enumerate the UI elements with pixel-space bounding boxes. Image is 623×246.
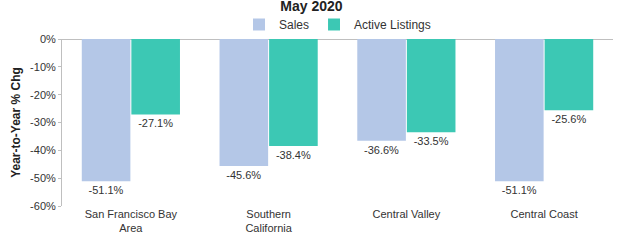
svg-text:-50%: -50% [30,172,56,184]
svg-text:-33.5%: -33.5% [414,135,449,147]
svg-text:Year-to-Year % Chg: Year-to-Year % Chg [9,67,23,178]
svg-text:0%: 0% [40,33,56,45]
svg-text:-25.6%: -25.6% [551,113,586,125]
svg-text:May 2020: May 2020 [280,0,342,14]
svg-text:San Francisco BayArea: San Francisco BayArea [85,208,178,234]
svg-text:-51.1%: -51.1% [89,184,124,196]
svg-text:-45.6%: -45.6% [226,169,261,181]
svg-text:Central Coast: Central Coast [510,208,577,220]
svg-text:SouthernCalifornia: SouthernCalifornia [245,208,292,234]
svg-text:Active Listings: Active Listings [354,18,431,32]
svg-text:-27.1%: -27.1% [138,117,173,129]
svg-text:-40%: -40% [30,144,56,156]
svg-text:-36.6%: -36.6% [364,144,399,156]
svg-text:Sales: Sales [279,18,309,32]
svg-text:-10%: -10% [30,61,56,73]
svg-text:-20%: -20% [30,89,56,101]
svg-text:-30%: -30% [30,116,56,128]
svg-text:Central Valley: Central Valley [373,208,441,220]
svg-text:-38.4%: -38.4% [276,149,311,161]
svg-text:-51.1%: -51.1% [502,184,537,196]
svg-text:-60%: -60% [30,200,56,212]
